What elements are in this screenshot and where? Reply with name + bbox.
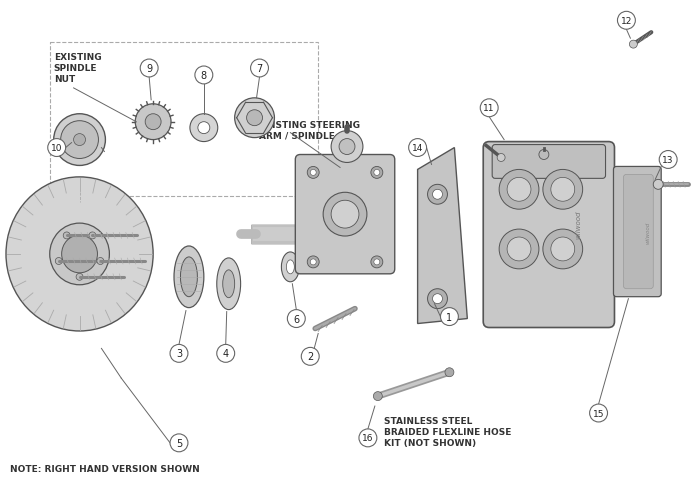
Circle shape [653, 180, 663, 190]
FancyBboxPatch shape [295, 155, 395, 274]
Circle shape [97, 258, 104, 265]
Circle shape [301, 348, 319, 365]
Ellipse shape [223, 270, 234, 298]
Ellipse shape [74, 135, 85, 146]
Ellipse shape [234, 99, 274, 138]
Text: 15: 15 [593, 408, 604, 418]
Circle shape [195, 67, 213, 85]
Circle shape [170, 434, 188, 452]
Circle shape [170, 345, 188, 363]
Ellipse shape [286, 260, 294, 274]
Circle shape [76, 274, 83, 281]
Ellipse shape [198, 122, 210, 135]
Ellipse shape [217, 258, 241, 310]
Circle shape [499, 170, 539, 210]
Text: wilwood: wilwood [646, 222, 651, 243]
Text: 10: 10 [51, 144, 62, 153]
Text: 1: 1 [447, 312, 452, 322]
Circle shape [331, 131, 363, 163]
FancyBboxPatch shape [492, 145, 606, 179]
Text: EXISTING STEERING
ARM / SPINDLE: EXISTING STEERING ARM / SPINDLE [258, 121, 360, 140]
Ellipse shape [190, 115, 218, 142]
Ellipse shape [246, 110, 262, 126]
Circle shape [659, 151, 677, 169]
Circle shape [307, 167, 319, 179]
Circle shape [551, 238, 575, 261]
Text: 11: 11 [484, 104, 495, 113]
Circle shape [428, 289, 447, 309]
Circle shape [409, 139, 426, 157]
Text: 8: 8 [201, 71, 207, 81]
Circle shape [445, 368, 454, 377]
Text: NOTE: RIGHT HAND VERSION SHOWN: NOTE: RIGHT HAND VERSION SHOWN [10, 464, 199, 473]
Text: 2: 2 [307, 351, 314, 362]
Circle shape [551, 178, 575, 202]
Circle shape [89, 232, 96, 240]
Circle shape [307, 257, 319, 268]
Ellipse shape [145, 115, 161, 130]
Text: STAINLESS STEEL
BRAIDED FLEXLINE HOSE
KIT (NOT SHOWN): STAINLESS STEEL BRAIDED FLEXLINE HOSE KI… [384, 416, 511, 447]
Ellipse shape [50, 224, 109, 285]
Text: 12: 12 [621, 17, 632, 26]
Ellipse shape [61, 121, 99, 159]
FancyBboxPatch shape [483, 142, 615, 328]
Circle shape [629, 41, 637, 49]
Circle shape [617, 12, 636, 30]
Circle shape [480, 100, 498, 118]
Text: wilwood: wilwood [575, 211, 582, 239]
Circle shape [63, 232, 70, 240]
Text: 16: 16 [362, 434, 374, 442]
Circle shape [497, 154, 505, 162]
Circle shape [543, 229, 582, 269]
Circle shape [539, 150, 549, 160]
FancyBboxPatch shape [613, 167, 662, 297]
Circle shape [288, 310, 305, 328]
Circle shape [433, 294, 442, 304]
Text: 4: 4 [223, 348, 229, 359]
Text: 6: 6 [293, 314, 300, 324]
Circle shape [440, 308, 458, 326]
Ellipse shape [62, 236, 97, 273]
Ellipse shape [174, 246, 204, 308]
Text: 9: 9 [146, 64, 152, 74]
Polygon shape [418, 148, 468, 324]
Ellipse shape [54, 115, 106, 166]
Circle shape [323, 193, 367, 237]
Circle shape [140, 60, 158, 78]
Circle shape [359, 429, 377, 447]
Ellipse shape [181, 257, 197, 297]
Circle shape [310, 259, 316, 265]
Text: 14: 14 [412, 144, 424, 153]
Circle shape [589, 404, 608, 422]
Ellipse shape [135, 105, 171, 140]
Circle shape [543, 170, 582, 210]
Circle shape [371, 167, 383, 179]
Circle shape [48, 139, 66, 157]
Circle shape [507, 178, 531, 202]
Circle shape [55, 258, 62, 265]
Circle shape [371, 257, 383, 268]
Circle shape [251, 60, 269, 78]
Ellipse shape [281, 253, 300, 282]
Circle shape [374, 170, 380, 176]
Circle shape [428, 185, 447, 205]
Ellipse shape [6, 178, 153, 332]
Circle shape [331, 201, 359, 228]
Circle shape [433, 190, 442, 200]
Text: 7: 7 [256, 64, 262, 74]
Circle shape [499, 229, 539, 269]
Text: 5: 5 [176, 438, 182, 448]
Text: EXISTING
SPINDLE
NUT: EXISTING SPINDLE NUT [54, 53, 102, 84]
Circle shape [339, 139, 355, 155]
Circle shape [374, 259, 380, 265]
Circle shape [310, 170, 316, 176]
FancyBboxPatch shape [624, 175, 653, 289]
Circle shape [507, 238, 531, 261]
Text: 13: 13 [662, 156, 674, 165]
Text: 3: 3 [176, 348, 182, 359]
Circle shape [217, 345, 234, 363]
Circle shape [373, 392, 382, 401]
